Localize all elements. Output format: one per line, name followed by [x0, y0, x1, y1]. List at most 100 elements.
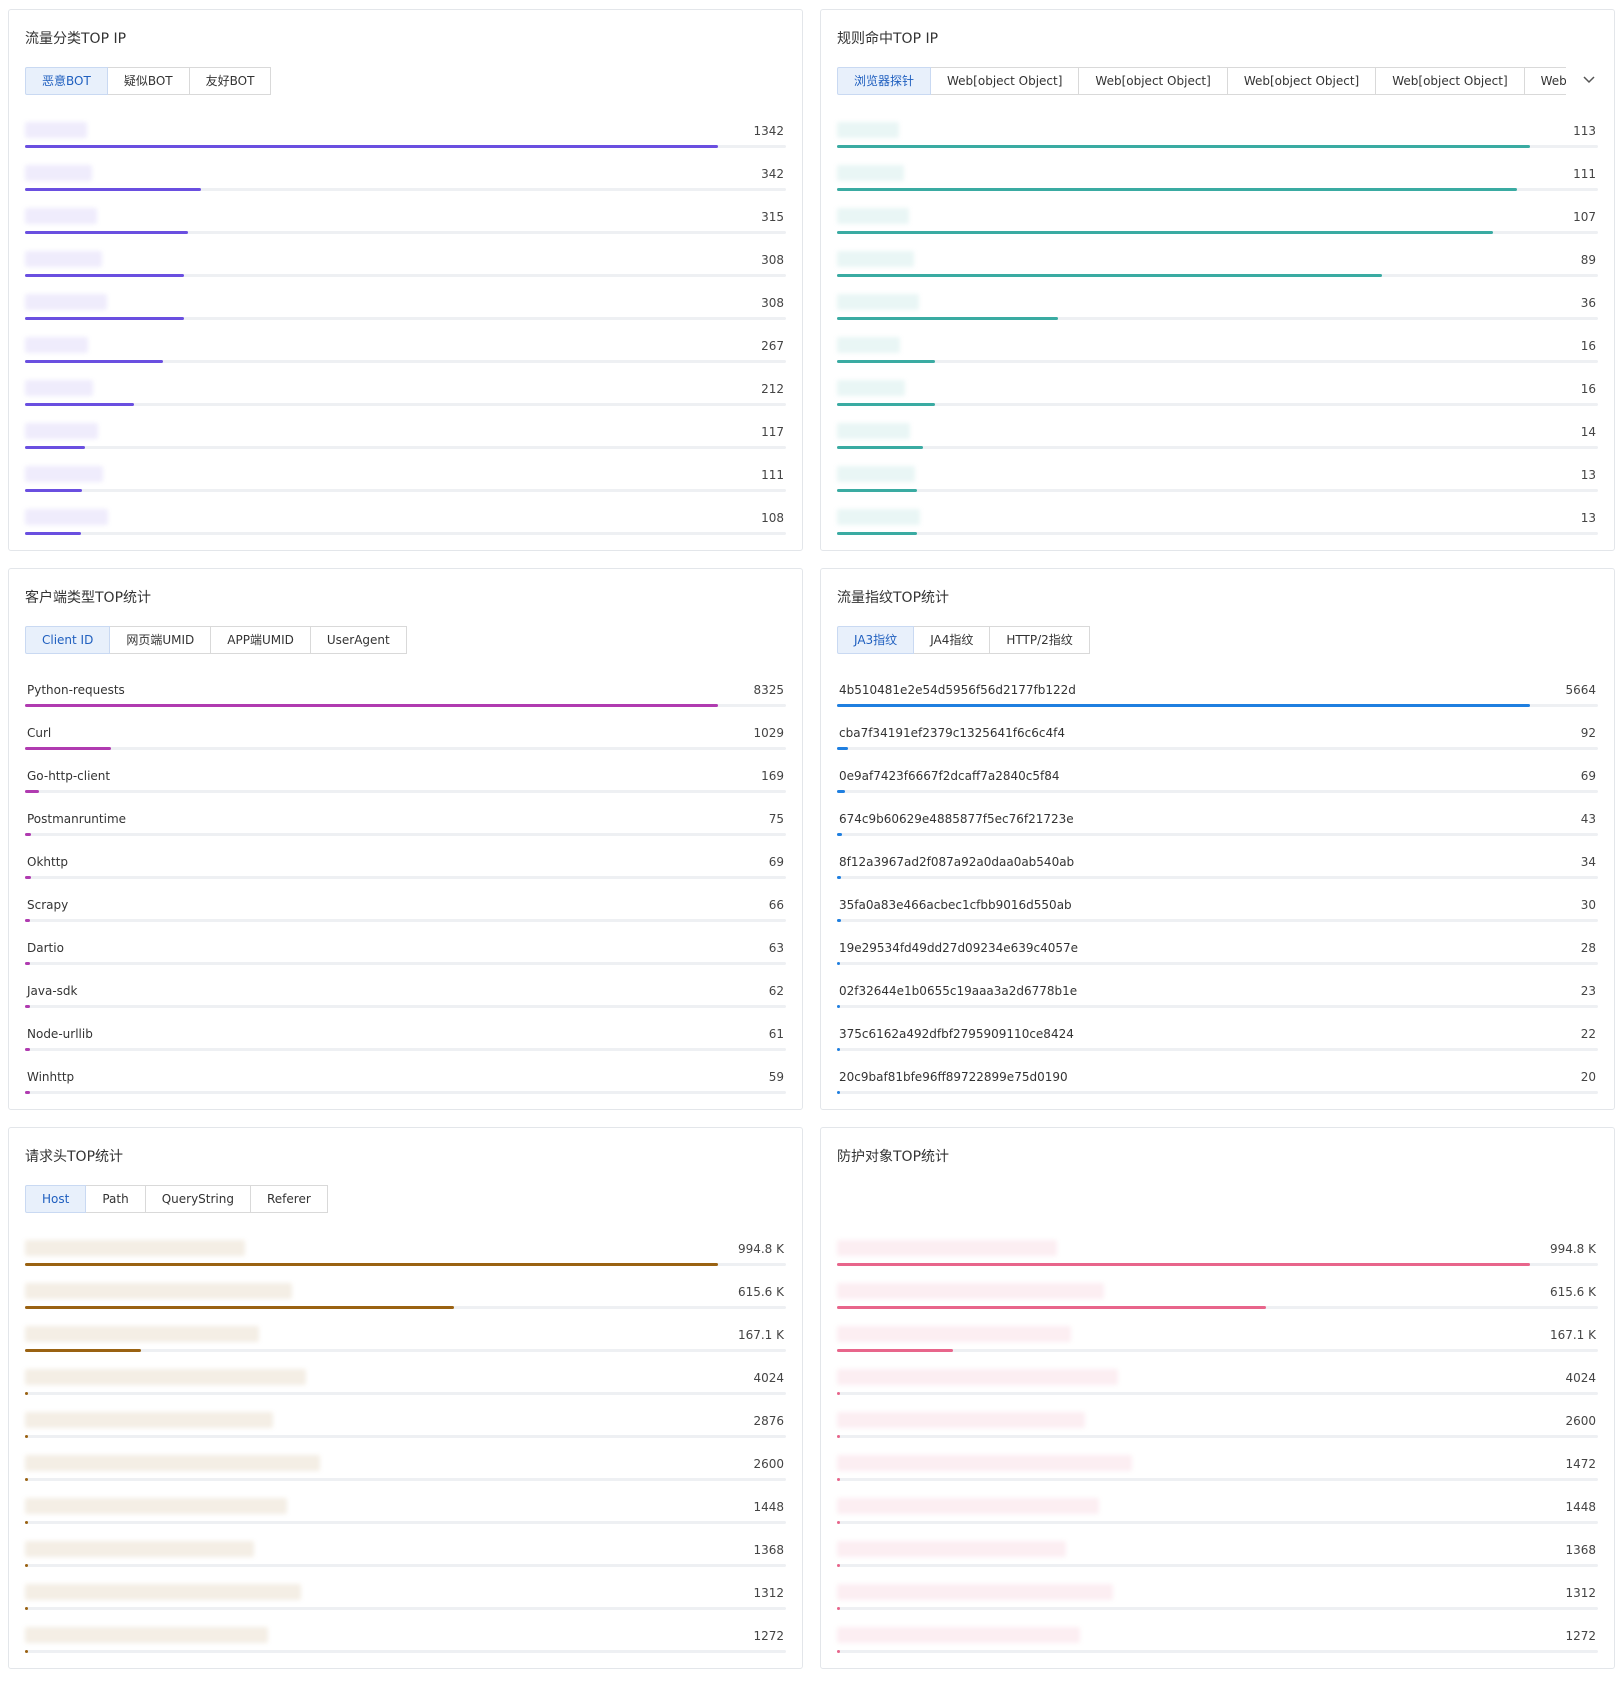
- bar-track: [837, 1564, 1598, 1567]
- panel-title: 流量指纹TOP统计: [837, 590, 950, 606]
- row-value: 34: [1580, 855, 1596, 869]
- tab[interactable]: JA4指纹: [913, 626, 991, 654]
- tab-bar: JA3指纹 JA4指纹 HTTP/2指纹: [837, 626, 1566, 654]
- panel: 客户端类型TOP统计 Client ID 网页端UMID APP端UMID UserAg…: [8, 568, 803, 1110]
- bar-track: [25, 1564, 786, 1567]
- tab[interactable]: APP端UMID: [210, 626, 311, 654]
- bar: [25, 747, 111, 750]
- bar: [837, 403, 936, 406]
- bar: [837, 489, 917, 492]
- redacted-label: [837, 1240, 1057, 1256]
- row-value: 615.6 K: [737, 1285, 784, 1299]
- rank-row: 994.8 K: [25, 1240, 786, 1283]
- redacted-label: [25, 1369, 306, 1385]
- rank-row: 1272: [25, 1627, 786, 1668]
- redacted-label: [837, 1283, 1104, 1299]
- rank-row: 19e29534fd49dd27d09234e639c4057e 28: [837, 939, 1598, 982]
- rank-row: 1312: [25, 1584, 786, 1627]
- tab[interactable]: Web[object Object]: [1226, 67, 1377, 95]
- bar-track: [25, 403, 786, 406]
- redacted-label: [837, 1412, 1085, 1428]
- panel-title: 防护对象TOP统计: [837, 1149, 950, 1165]
- tab[interactable]: Web[object Object]: [1375, 67, 1525, 95]
- row-value: 4024: [1565, 1371, 1596, 1385]
- tab[interactable]: Referer: [249, 1185, 328, 1213]
- panel: 防护对象TOP统计 994.8 K 615.6 K 167.1 K 4024 2600 14…: [820, 1127, 1615, 1669]
- bar-track: [25, 1478, 786, 1481]
- tab[interactable]: Host: [25, 1185, 87, 1213]
- bar: [25, 1392, 28, 1395]
- row-value: 23: [1580, 984, 1596, 998]
- redacted-label: [25, 423, 98, 439]
- bar-track: [837, 1263, 1598, 1266]
- rank-row: 35fa0a83e466acbec1cfbb9016d550ab 30: [837, 896, 1598, 939]
- more-tabs[interactable]: [1582, 73, 1596, 87]
- tab[interactable]: Web[object Object]: [1523, 67, 1566, 95]
- redacted-label: [837, 509, 920, 525]
- row-label: 02f32644e1b0655c19aaa3a2d6778b1e: [839, 984, 1078, 998]
- tab[interactable]: Web[object Object]: [930, 67, 1080, 95]
- redacted-label: [837, 337, 900, 353]
- bar: [837, 1435, 840, 1438]
- bar: [837, 1091, 840, 1094]
- bar: [25, 145, 718, 148]
- row-value: 59: [768, 1070, 784, 1084]
- panel: 流量分类TOP IP 恶意BOT 疑似BOT 友好BOT 1342 342 315 308 30…: [8, 9, 803, 551]
- tab[interactable]: QueryString: [144, 1185, 251, 1213]
- row-value: 1312: [1565, 1586, 1596, 1600]
- redacted-label: [25, 251, 102, 267]
- row-value: 75: [768, 812, 784, 826]
- row-value: 342: [761, 167, 784, 181]
- tab[interactable]: 恶意BOT: [25, 67, 108, 95]
- tab[interactable]: Web[object Object]: [1078, 67, 1228, 95]
- rank-row: 615.6 K: [25, 1283, 786, 1326]
- tab[interactable]: 友好BOT: [188, 67, 272, 95]
- row-value: 30: [1580, 898, 1596, 912]
- bar-track: [837, 317, 1598, 320]
- tab[interactable]: 网页端UMID: [109, 626, 212, 654]
- bar: [837, 704, 1530, 707]
- bar: [25, 231, 188, 234]
- tab[interactable]: 疑似BOT: [106, 67, 190, 95]
- redacted-label: [25, 1584, 301, 1600]
- row-value: 1312: [753, 1586, 784, 1600]
- redacted-label: [25, 1326, 259, 1342]
- row-value: 66: [768, 898, 784, 912]
- rank-row: 267: [25, 337, 786, 380]
- rank-list: 113 111 107 89 36 16 16 14 13 13: [837, 122, 1598, 550]
- bar-track: [25, 188, 786, 191]
- tab[interactable]: 浏览器探针: [837, 67, 932, 95]
- bar-track: [837, 962, 1598, 965]
- tab[interactable]: JA3指纹: [837, 626, 915, 654]
- row-value: 267: [761, 339, 784, 353]
- bar-track: [25, 1435, 786, 1438]
- redacted-label: [837, 423, 910, 439]
- tab[interactable]: Path: [85, 1185, 146, 1213]
- redacted-label: [25, 509, 108, 525]
- row-value: 69: [768, 855, 784, 869]
- rank-row: 8f12a3967ad2f087a92a0daa0ab540ab 34: [837, 853, 1598, 896]
- bar-track: [837, 1306, 1598, 1309]
- bar-track: [25, 317, 786, 320]
- row-value: 36: [1580, 296, 1596, 310]
- bar: [837, 1048, 840, 1051]
- row-label: 19e29534fd49dd27d09234e639c4057e: [839, 941, 1079, 955]
- row-value: 1342: [753, 124, 784, 138]
- bar-track: [25, 1521, 786, 1524]
- bar: [25, 919, 31, 922]
- redacted-label: [837, 251, 914, 267]
- row-value: 994.8 K: [1549, 1242, 1596, 1256]
- tab[interactable]: HTTP/2指纹: [989, 626, 1090, 654]
- tab[interactable]: Client ID: [25, 626, 111, 654]
- redacted-label: [837, 1455, 1132, 1471]
- bar-track: [25, 876, 786, 879]
- rank-row: Scrapy 66: [25, 896, 786, 939]
- tab[interactable]: UserAgent: [309, 626, 407, 654]
- row-value: 69: [1580, 769, 1596, 783]
- bar: [25, 360, 163, 363]
- row-value: 994.8 K: [737, 1242, 784, 1256]
- rank-row: 308: [25, 251, 786, 294]
- bar: [25, 833, 32, 836]
- rank-row: 16: [837, 380, 1598, 423]
